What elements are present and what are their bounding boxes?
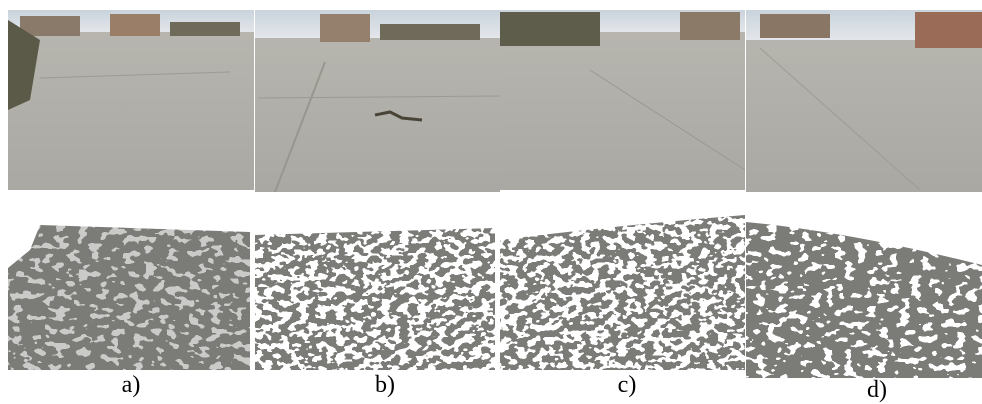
photo-a <box>8 10 254 190</box>
figure: a) b) c) d) (() => { const data = JSON.p… <box>0 0 982 404</box>
panel-label: d) <box>847 377 907 404</box>
mask-a <box>8 192 254 370</box>
mask-c <box>500 190 745 370</box>
photo-c <box>500 10 745 190</box>
figure-images <box>0 0 982 404</box>
photo-d <box>746 10 982 192</box>
panel-label: c) <box>597 372 657 399</box>
panel-label: b) <box>355 372 415 399</box>
photo-b <box>255 10 500 192</box>
panel-label: a) <box>101 372 161 399</box>
mask-d <box>746 192 982 378</box>
mask-b <box>255 192 500 370</box>
